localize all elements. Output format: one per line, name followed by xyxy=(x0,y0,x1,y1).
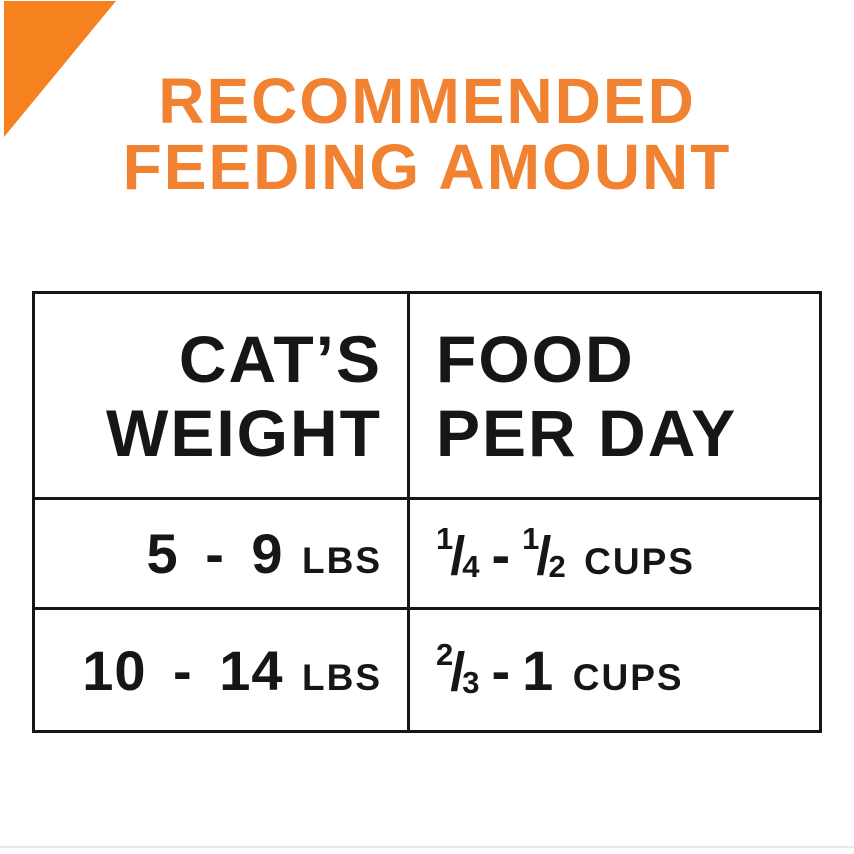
table-row1-weight-cell: 5 - 9 LBS xyxy=(35,497,410,607)
header-food-per-day-text: FOOD PER DAY xyxy=(436,322,737,470)
header-col2-line2: PER DAY xyxy=(436,395,738,470)
page-title: RECOMMENDED FEEDING AMOUNT xyxy=(0,68,854,200)
fraction-slash: / xyxy=(450,525,466,586)
header-col1-line1: CAT’S xyxy=(178,321,382,396)
title-line2: FEEDING AMOUNT xyxy=(122,131,732,203)
row1-frac2-numerator: 1 xyxy=(522,520,540,556)
fraction-slash: / xyxy=(536,525,552,586)
row2-food-dash: - xyxy=(491,639,511,702)
row1-frac2-denominator: 2 xyxy=(548,548,566,584)
row1-frac1-numerator: 1 xyxy=(436,520,454,556)
table-row2-food-cell: 2/3-1 CUPS xyxy=(410,607,819,730)
header-food-per-day: FOOD PER DAY xyxy=(410,294,819,497)
row1-weight-unit: LBS xyxy=(302,540,382,581)
fraction-slash: / xyxy=(450,642,466,702)
row2-frac1-numerator: 2 xyxy=(436,637,454,672)
row2-food-value: 2/3-1 CUPS xyxy=(436,637,684,703)
row2-weight-unit: LBS xyxy=(302,656,382,698)
row1-fraction-1: 1/4 xyxy=(436,521,480,586)
row2-weight-range: 10 - 14 xyxy=(82,638,284,702)
row1-fraction-2: 1/2 xyxy=(522,521,566,586)
header-col2-line1: FOOD xyxy=(436,321,635,396)
header-cats-weight-text: CAT’S WEIGHT xyxy=(106,322,382,470)
row1-frac1-denominator: 4 xyxy=(462,548,480,584)
header-cats-weight: CAT’S WEIGHT xyxy=(35,294,410,497)
row1-food-dash: - xyxy=(491,522,511,586)
row2-food-whole-number: 1 xyxy=(522,639,555,702)
row1-food-unit: CUPS xyxy=(584,540,695,582)
row2-food-unit: CUPS xyxy=(572,657,684,698)
row2-weight-value: 10 - 14 LBS xyxy=(82,638,382,703)
row2-frac1-denominator: 3 xyxy=(462,665,480,700)
bottom-divider-line xyxy=(0,846,854,848)
header-col1-line2: WEIGHT xyxy=(106,395,382,470)
table-row2-weight-cell: 10 - 14 LBS xyxy=(35,607,410,730)
row1-weight-value: 5 - 9 LBS xyxy=(146,521,382,586)
feeding-table: CAT’S WEIGHT FOOD PER DAY 5 - 9 LBS 1/4-… xyxy=(32,291,822,733)
row1-food-value: 1/4-1/2 CUPS xyxy=(436,521,695,587)
table-row1-food-cell: 1/4-1/2 CUPS xyxy=(410,497,819,607)
row2-fraction-1: 2/3 xyxy=(436,637,480,702)
row1-weight-range: 5 - 9 xyxy=(146,522,284,585)
title-line1: RECOMMENDED xyxy=(158,65,696,137)
